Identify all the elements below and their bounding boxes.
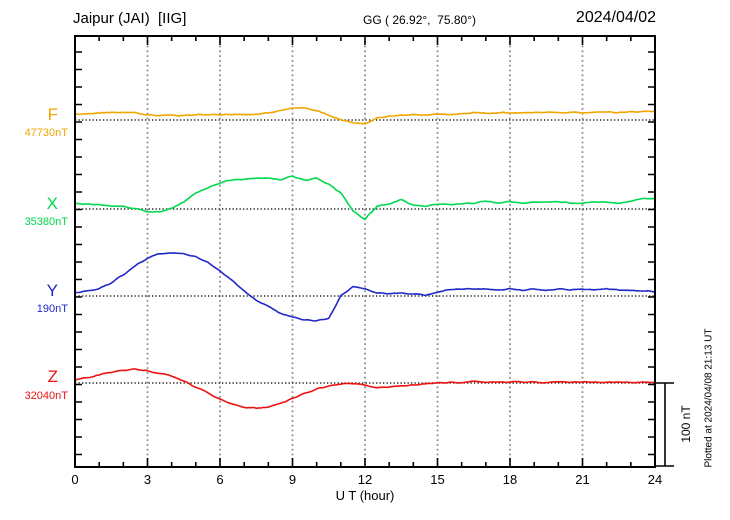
series-base-F: 47730nT	[24, 127, 68, 139]
trace-F	[74, 106, 656, 125]
trace-Z	[74, 368, 656, 410]
x-tick-label-18: 18	[502, 472, 518, 487]
x-tick-label-9: 9	[288, 472, 297, 487]
plotted-timestamp-note: Plotted at 2024/04/08 21:13 UT	[703, 328, 715, 468]
series-label-F: F	[47, 105, 58, 124]
series-label-Z: Z	[47, 367, 58, 386]
scale-bar-label: 100 nT	[679, 405, 693, 443]
x-axis-title: U T (hour)	[335, 488, 395, 503]
x-tick-label-24: 24	[647, 472, 663, 487]
plot-frame	[74, 35, 656, 468]
series-base-Z: 32040nT	[24, 390, 68, 402]
x-tick-label-6: 6	[216, 472, 224, 487]
series-base-X: 35380nT	[24, 216, 68, 228]
x-tick-label-3: 3	[143, 472, 152, 487]
series-label-Y: Y	[46, 281, 58, 300]
series-label-X: X	[46, 194, 58, 213]
trace-X	[74, 175, 656, 221]
x-tick-label-12: 12	[357, 472, 373, 487]
station-title: Jaipur (JAI) [IIG]	[73, 10, 187, 27]
series-base-Y: 190nT	[36, 303, 68, 315]
x-tick-label-15: 15	[430, 472, 445, 487]
plot-date: 2024/04/02	[575, 9, 656, 26]
x-tick-label-0: 0	[71, 472, 79, 487]
trace-Y	[74, 252, 656, 322]
x-tick-label-21: 21	[575, 472, 590, 487]
geographic-coords: GG ( 26.92°, 75.80°)	[363, 13, 476, 27]
